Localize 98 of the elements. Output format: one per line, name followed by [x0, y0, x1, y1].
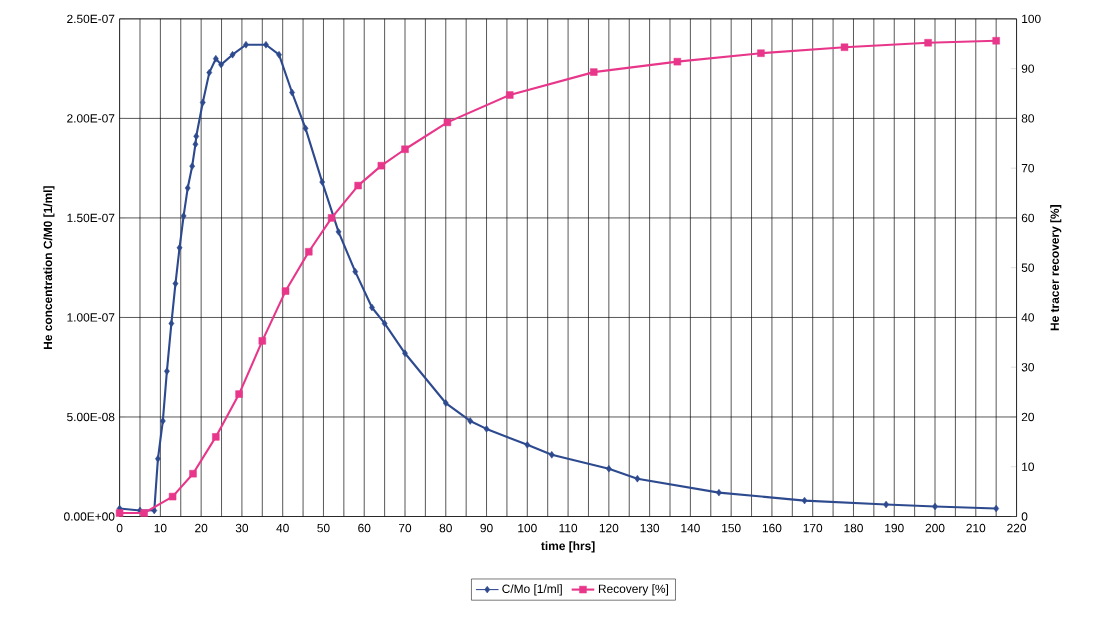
y2-tick-label: 50: [1021, 263, 1035, 272]
x-tick-label: 110: [559, 523, 578, 533]
x-tick-label: 30: [235, 523, 249, 533]
x-tick-label: 210: [966, 523, 986, 533]
y2-tick-label: 90: [1021, 64, 1035, 73]
x-tick-label: 120: [599, 523, 619, 533]
point: [115, 509, 124, 517]
x-tick-label: 180: [844, 523, 863, 533]
point: [189, 470, 197, 478]
point: [590, 68, 598, 76]
point: [443, 118, 452, 127]
x-tick-label: 0: [116, 523, 123, 533]
y-tick-label: 1.00E-07: [67, 313, 115, 322]
point: [168, 492, 177, 501]
point: [634, 475, 641, 483]
point: [354, 181, 362, 190]
point: [276, 51, 282, 59]
x-tick-label: 170: [803, 523, 823, 533]
y-axis-title: He concentration C/M0 [1/ml]: [43, 186, 55, 350]
x-tick-label: 200: [925, 523, 945, 533]
point: [199, 98, 206, 107]
point: [212, 433, 220, 441]
point: [212, 55, 219, 63]
point: [258, 337, 267, 345]
y-tick-label: 1.50E-07: [67, 213, 115, 223]
x-tick-label: 220: [1007, 523, 1027, 533]
x-tick-label: 190: [885, 523, 904, 533]
point: [606, 465, 612, 473]
y2-tick-label: 60: [1021, 213, 1035, 223]
x-tick-label: 90: [480, 523, 493, 533]
x-tick-label: 100: [518, 523, 537, 533]
y-tick-label: 5.00E-08: [67, 412, 115, 422]
y2-tick-label: 70: [1021, 164, 1035, 173]
x-axis-title: time [hrs]: [541, 541, 595, 553]
point: [243, 41, 249, 49]
point: [467, 417, 474, 425]
y2-tick-label: 10: [1022, 462, 1035, 472]
point: [506, 91, 514, 99]
point: [155, 455, 161, 463]
y2-tick-label: 100: [1022, 14, 1041, 24]
y2-tick-label: 30: [1021, 363, 1035, 372]
point: [164, 367, 170, 375]
point: [206, 68, 213, 77]
x-tick-label: 130: [640, 523, 660, 533]
point: [401, 145, 409, 154]
legend-label: C/Mo [1/ml]: [502, 584, 562, 596]
point: [184, 184, 191, 192]
y2-tick-label: 80: [1021, 114, 1035, 123]
legend-label: Recovery [%]: [598, 584, 668, 596]
y2-tick-label: 20: [1021, 412, 1035, 422]
point: [168, 319, 175, 328]
x-tick-label: 10: [154, 523, 167, 533]
y-tick-label: 2.50E-07: [67, 14, 115, 24]
point: [352, 268, 359, 276]
x-tick-label: 70: [398, 523, 412, 533]
x-tick-label: 40: [276, 523, 289, 533]
point: [263, 41, 269, 49]
x-tick-label: 60: [358, 523, 371, 533]
point: [218, 61, 224, 69]
point: [673, 58, 682, 66]
x-tick-label: 160: [762, 523, 782, 533]
point: [189, 162, 196, 170]
x-tick-label: 80: [439, 523, 452, 533]
x-tick-label: 140: [681, 523, 700, 533]
y2-tick-label: 40: [1021, 313, 1035, 322]
point: [801, 496, 808, 505]
point: [548, 451, 555, 459]
y-tick-label: 2.00E-07: [67, 114, 115, 123]
point: [140, 509, 148, 517]
point: [483, 425, 490, 433]
point: [176, 244, 183, 252]
point: [159, 417, 166, 425]
point: [335, 228, 342, 236]
point: [381, 319, 388, 328]
y-tick-label: 0.00E+00: [64, 512, 115, 521]
point: [172, 279, 179, 288]
x-tick-label: 20: [195, 523, 208, 533]
point: [319, 178, 326, 186]
point: [524, 441, 531, 449]
point: [924, 39, 932, 47]
point: [442, 399, 449, 407]
point: [302, 124, 309, 133]
point: [327, 214, 336, 222]
point: [757, 49, 765, 57]
point: [235, 390, 243, 398]
y2-axis-title: He tracer recovery [%]: [1050, 205, 1062, 331]
point: [993, 504, 1000, 513]
point: [377, 162, 386, 170]
point: [192, 140, 199, 149]
point: [992, 37, 1000, 45]
x-tick-label: 50: [317, 523, 330, 533]
x-tick-label: 150: [722, 523, 741, 533]
y2-tick-label: 0: [1021, 512, 1028, 521]
point: [180, 212, 187, 220]
point: [305, 248, 313, 256]
point: [840, 43, 849, 52]
point: [229, 51, 236, 59]
point: [281, 287, 290, 295]
